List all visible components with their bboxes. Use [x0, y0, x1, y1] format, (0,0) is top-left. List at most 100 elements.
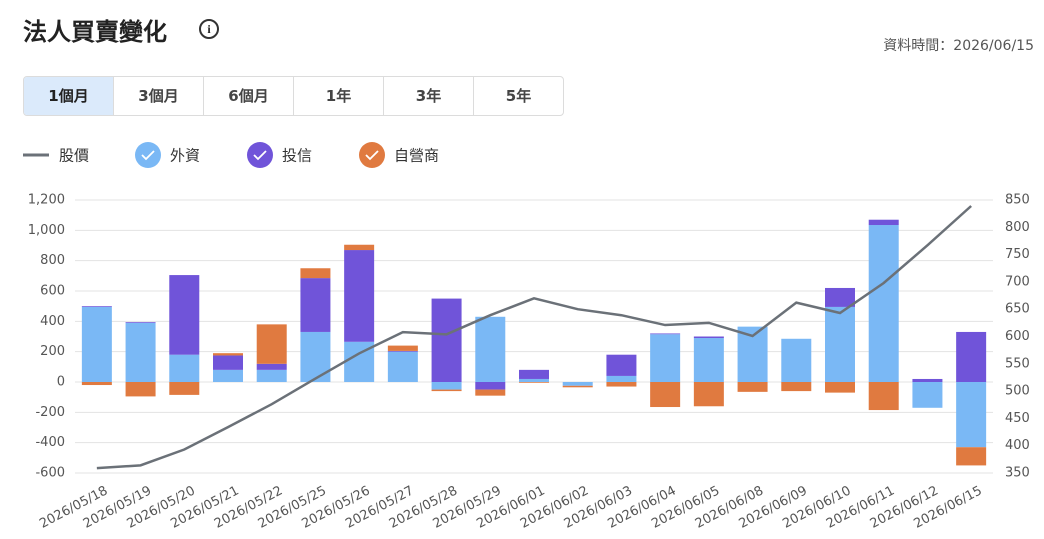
legend-label: 自營商: [394, 147, 439, 165]
bar-segment: [475, 316, 506, 382]
bar-segment: [300, 278, 331, 332]
range-tab[interactable]: 1年: [294, 77, 384, 115]
bar-segment: [256, 369, 287, 382]
y-tick-label: -400: [35, 435, 65, 450]
bar-segment: [344, 250, 375, 342]
bar-segment: [650, 382, 681, 408]
legend-check: [365, 150, 379, 161]
bar-segment: [169, 382, 200, 395]
y2-tick-label: 600: [1005, 329, 1030, 344]
bar-segment: [606, 375, 637, 382]
y-tick-label: 800: [40, 253, 65, 268]
bar-segment: [125, 322, 156, 382]
bar-segment: [256, 324, 287, 364]
bar-segment: [125, 322, 156, 323]
bar-segment: [650, 333, 681, 335]
bar-segment: [475, 382, 506, 390]
y-tick-label: 600: [40, 284, 65, 299]
range-tabs: 1個月 3個月 6個月 1年 3年 5年: [23, 76, 564, 116]
bar-segment: [387, 351, 418, 382]
y2-tick-label: 650: [1005, 302, 1030, 317]
bar-segment: [868, 382, 899, 411]
bar-segment: [825, 287, 855, 307]
bar-segment: [693, 338, 724, 382]
y2-tick-label: 450: [1005, 411, 1030, 426]
bar-segment: [81, 306, 112, 382]
legend-swatch: [359, 142, 385, 168]
bar-segment: [213, 355, 243, 370]
bar-segment: [256, 363, 287, 370]
legend-label: 外資: [170, 147, 200, 165]
bar-segment: [606, 354, 637, 376]
bar-segment: [562, 385, 593, 388]
bar-segment: [387, 345, 418, 351]
bar-segment: [868, 219, 899, 226]
bar-segment: [475, 389, 506, 396]
bar-segment: [213, 369, 243, 382]
y2-tick-label: 550: [1005, 356, 1030, 371]
bar-segment: [825, 306, 855, 382]
bar-segment: [737, 382, 768, 392]
legend-label: 投信: [282, 147, 312, 165]
bar-segment: [519, 382, 549, 383]
bar-segment: [868, 225, 899, 382]
bar-segment: [650, 334, 681, 382]
y-tick-label: 1,000: [28, 223, 65, 238]
bar-segment: [431, 389, 462, 392]
range-tab[interactable]: 3個月: [114, 77, 204, 115]
bar-segment: [169, 354, 200, 382]
legend-check: [141, 150, 155, 161]
bar-segment: [81, 382, 112, 386]
y2-tick-label: 750: [1005, 247, 1030, 262]
y2-tick-label: 350: [1005, 466, 1030, 481]
bar-segment: [606, 382, 637, 387]
legend-swatch: [135, 142, 161, 168]
bar-segment: [912, 378, 943, 382]
bar-segment: [169, 275, 200, 355]
y-tick-label: -200: [35, 405, 65, 420]
y2-tick-label: 400: [1005, 438, 1030, 453]
bar-segment: [344, 244, 375, 251]
bar-segment: [956, 331, 987, 382]
y-tick-label: 200: [40, 344, 65, 359]
y2-tick-label: 800: [1005, 220, 1030, 235]
info-icon[interactable]: i: [199, 19, 219, 39]
bar-segment: [213, 353, 243, 356]
range-tab[interactable]: 5年: [505, 87, 532, 105]
bar-segment: [300, 331, 331, 382]
price-line: [96, 205, 972, 470]
range-tab[interactable]: 1個月: [24, 77, 114, 115]
bar-segment: [956, 382, 987, 448]
bar-segment: [431, 382, 462, 390]
bar-segment: [519, 369, 549, 379]
legend-check: [253, 150, 267, 161]
bar-segment: [81, 306, 112, 307]
bar-segment: [431, 298, 462, 382]
y-tick-label: 1,200: [28, 193, 65, 208]
bar-segment: [387, 350, 418, 352]
bar-segment: [562, 382, 593, 386]
title: 法人買賣變化: [23, 18, 167, 46]
bar-segment: [125, 382, 156, 397]
updated-time: 資料時間：2026/06/15: [883, 38, 1034, 54]
bar-segment: [519, 378, 549, 382]
bar-segment: [300, 268, 331, 279]
bar-segment: [781, 338, 812, 382]
bar-segment: [781, 382, 812, 392]
bar-segment: [912, 382, 943, 408]
range-tab[interactable]: 3年: [384, 77, 474, 115]
bar-segment: [956, 447, 987, 466]
bar-segment: [825, 382, 855, 393]
y-tick-label: -600: [35, 466, 65, 481]
legend-swatch: [247, 142, 273, 168]
y-tick-label: 400: [40, 314, 65, 329]
range-tab[interactable]: 6個月: [204, 77, 294, 115]
y2-tick-label: 850: [1005, 193, 1030, 208]
legend-label: 股價: [59, 147, 89, 165]
y2-tick-label: 500: [1005, 384, 1030, 399]
y-tick-label: 0: [57, 375, 65, 390]
bar-segment: [693, 382, 724, 407]
y2-tick-label: 700: [1005, 274, 1030, 289]
